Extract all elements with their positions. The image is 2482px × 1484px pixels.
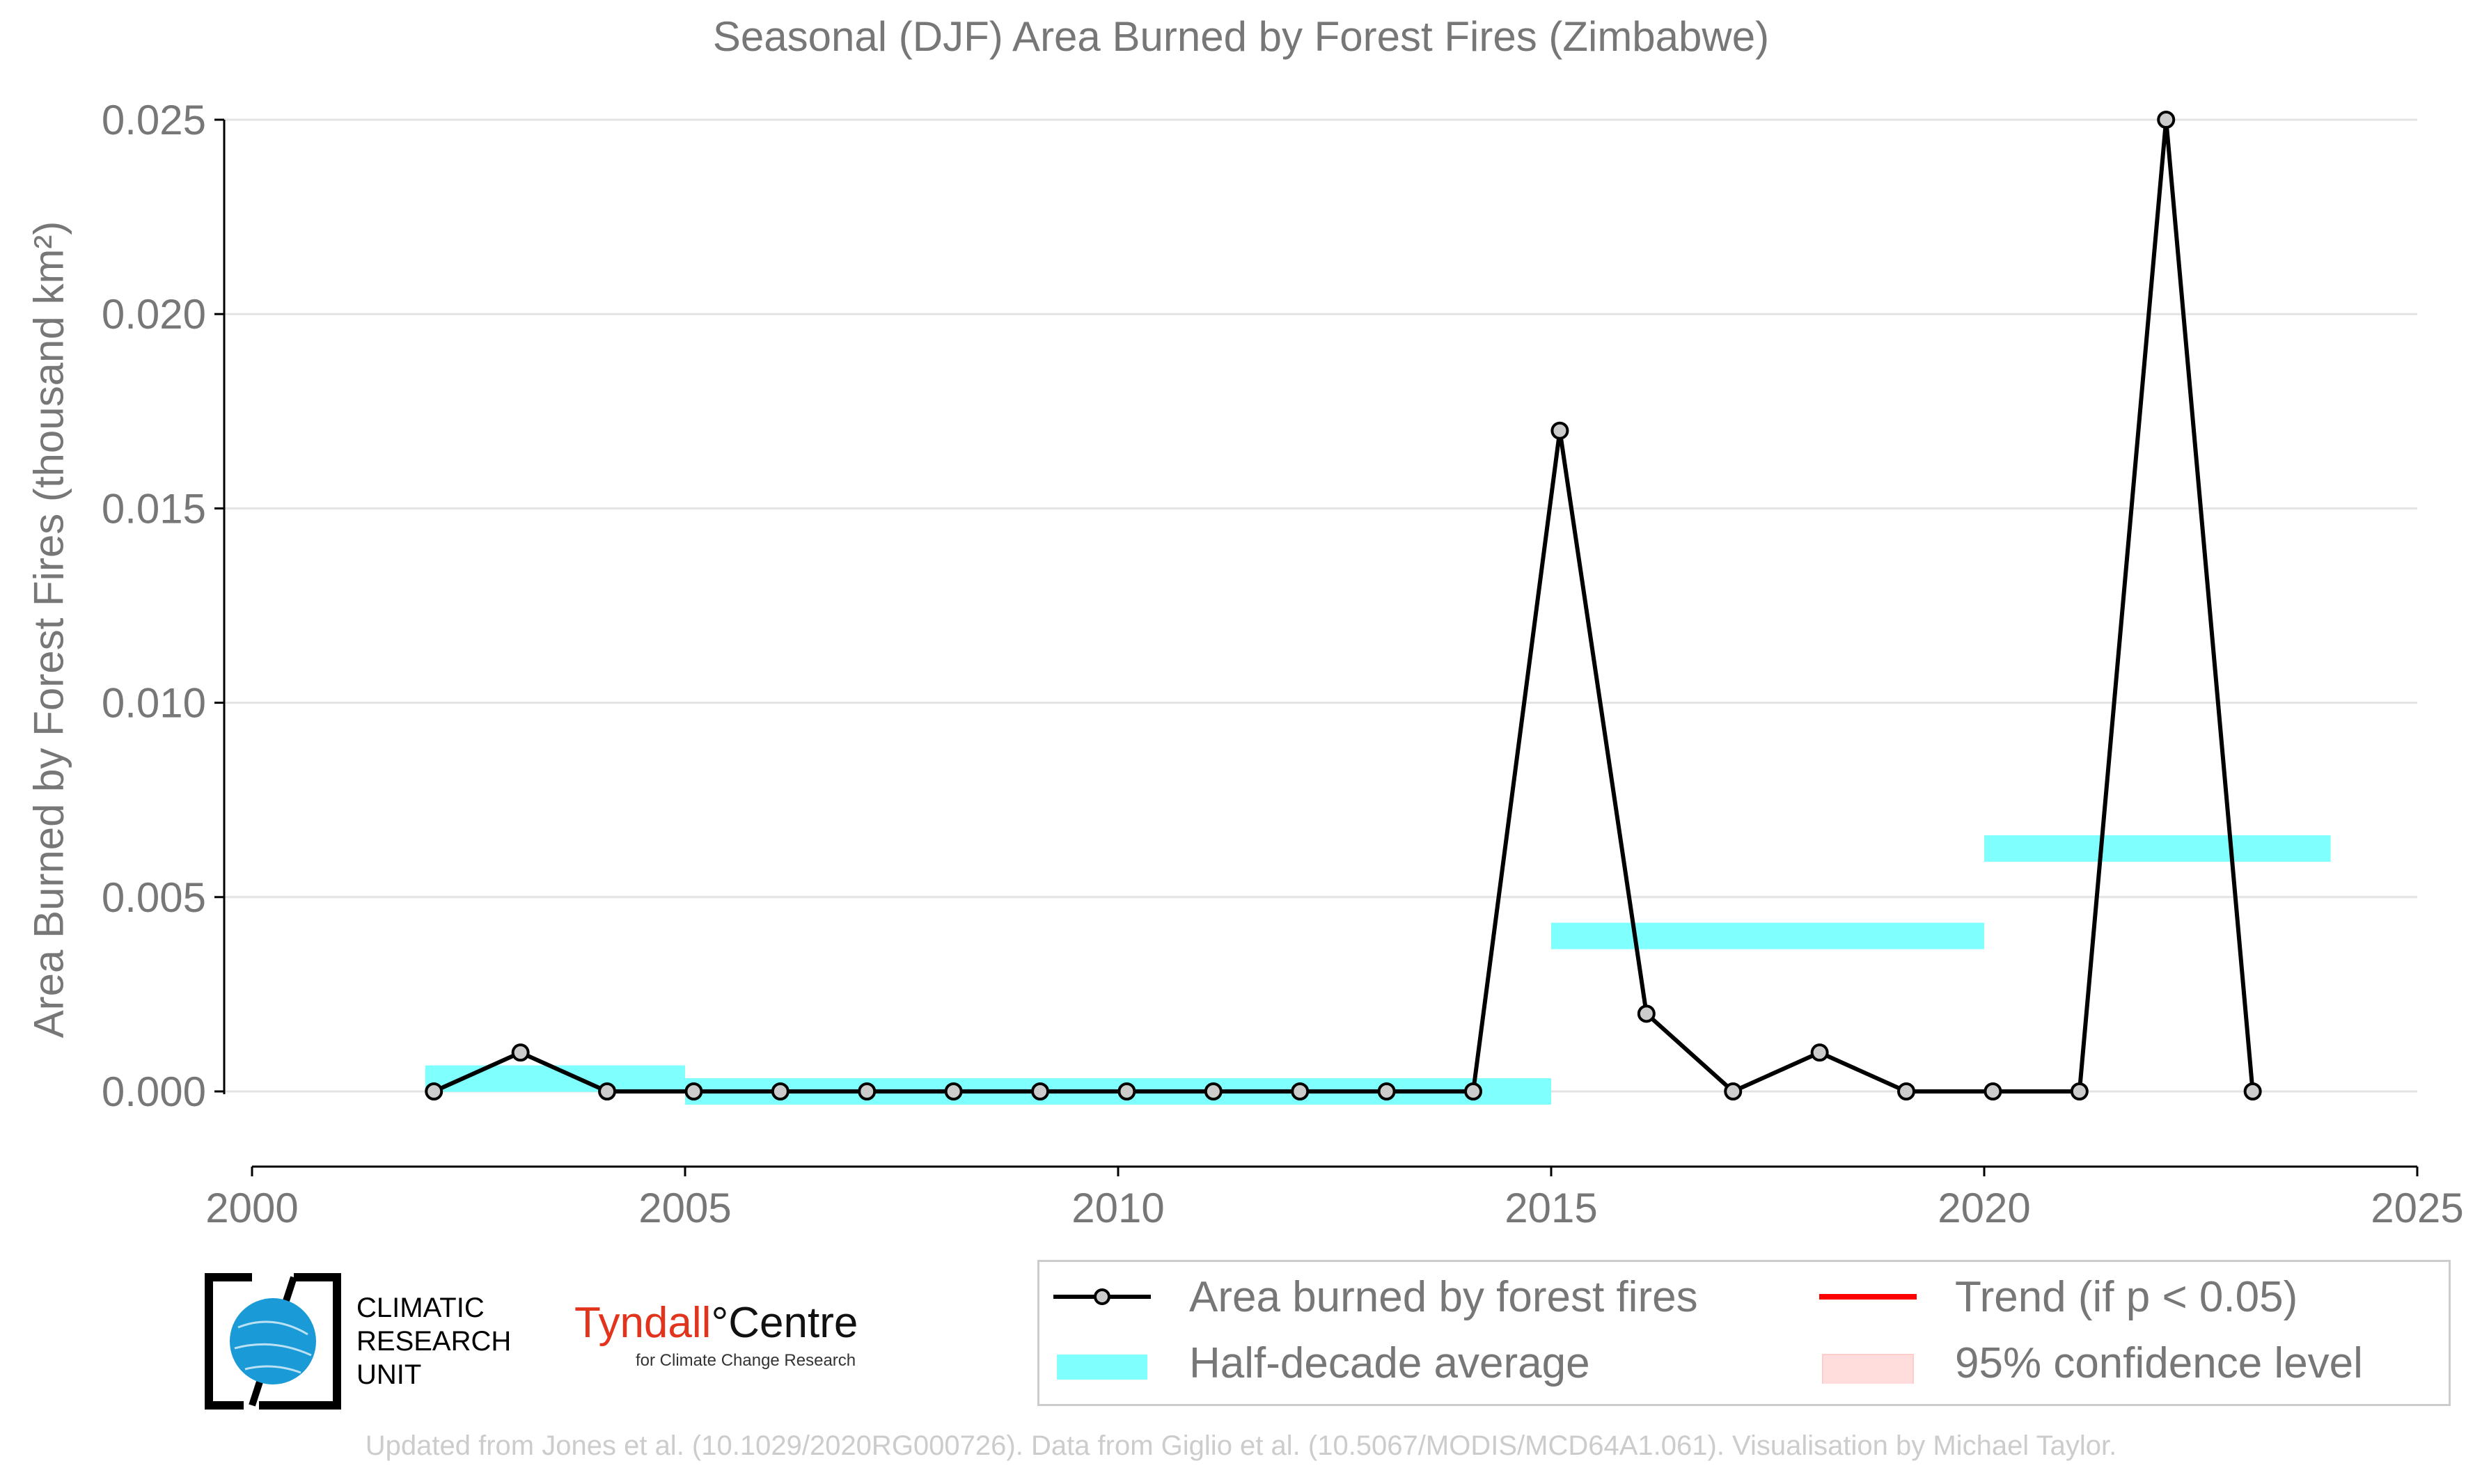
half-decade-band-2 (1551, 922, 1984, 949)
y-tick-label-0: 0.000 (102, 1068, 206, 1115)
legend-label-confidence: 95% confidence level (1955, 1339, 2363, 1387)
data-point-2021 (2070, 1082, 2089, 1100)
tyndall-name: Tyndall (574, 1299, 712, 1347)
cru-globe-icon (205, 1273, 341, 1410)
data-point-2008 (944, 1082, 963, 1100)
data-point-2002 (425, 1082, 443, 1100)
data-point-2020 (1984, 1082, 2002, 1100)
legend-band-symbol (1057, 1355, 1147, 1380)
cru-line-1: CLIMATIC (356, 1293, 485, 1323)
cru-line-3: UNIT (356, 1359, 422, 1390)
axes (214, 118, 2419, 1176)
legend-line-marker-symbol (1053, 1288, 1151, 1305)
tick-labels: 0.000 0.005 0.010 0.015 0.020 0.025 2000 2005 20… (102, 97, 2464, 1231)
tyndall-degree: ° (711, 1299, 729, 1347)
data-point-2011 (1204, 1082, 1223, 1100)
cru-line-2: RESEARCH (356, 1326, 512, 1357)
x-tick-label-5: 2025 (2371, 1185, 2463, 1231)
data-point-2010 (1117, 1082, 1136, 1100)
tyndall-centre: Centre (728, 1299, 858, 1347)
y-tick-label-1: 0.005 (102, 874, 206, 921)
x-tick-label-3: 2015 (1505, 1185, 1597, 1231)
data-point-2015 (1550, 421, 1569, 440)
cru-logo-text: CLIMATIC RESEARCH UNIT (356, 1291, 511, 1391)
legend-trend-symbol (1819, 1294, 1917, 1300)
data-point-2006 (771, 1082, 790, 1100)
data-point-2019 (1897, 1082, 1916, 1100)
data-point-2004 (598, 1082, 617, 1100)
y-tick-label-2: 0.010 (102, 680, 206, 727)
legend: Area burned by forest fires Trend (if p … (1037, 1260, 2451, 1406)
legend-label-half-decade: Half-decade average (1189, 1339, 1590, 1387)
half-decade-band-3 (1984, 835, 2331, 862)
x-tick-label-0: 2000 (205, 1185, 298, 1231)
data-point-2014 (1464, 1082, 1483, 1100)
series-area-burned (425, 111, 2262, 1100)
data-point-2005 (684, 1082, 703, 1100)
y-axis-label: Area Burned by Forest Fires (thousand km… (25, 221, 72, 1039)
series-line-0 (433, 118, 2255, 1094)
legend-confidence-symbol (1822, 1354, 1914, 1384)
footer-credit: Updated from Jones et al. (10.1029/2020R… (365, 1430, 2117, 1461)
data-point-2003 (511, 1043, 530, 1062)
data-point-2023 (2243, 1082, 2262, 1100)
legend-label-trend: Trend (if p < 0.05) (1955, 1273, 2298, 1321)
data-point-2017 (1724, 1082, 1743, 1100)
chart-title: Seasonal (DJF) Area Burned by Forest Fir… (712, 13, 1770, 60)
data-point-2022 (2157, 111, 2176, 129)
x-tick-label-1: 2005 (638, 1185, 731, 1231)
data-point-2009 (1031, 1082, 1050, 1100)
half-decade-bands (425, 835, 2331, 1105)
data-point-2007 (858, 1082, 877, 1100)
y-tick-label-4: 0.020 (102, 291, 206, 338)
data-point-2013 (1377, 1082, 1396, 1100)
legend-label-area-burned: Area burned by forest fires (1189, 1273, 1698, 1321)
x-tick-label-2: 2010 (1071, 1185, 1164, 1231)
gridlines (224, 118, 2417, 1093)
data-point-2016 (1637, 1004, 1656, 1023)
cru-logo: CLIMATIC RESEARCH UNIT (203, 1272, 524, 1411)
tyndall-subtitle: for Climate Change Research (636, 1351, 856, 1370)
data-point-2018 (1810, 1043, 1829, 1062)
tyndall-logo: Tyndall°Centre for Climate Change Resear… (574, 1298, 858, 1370)
y-tick-label-5: 0.025 (102, 97, 206, 143)
y-tick-label-3: 0.015 (102, 485, 206, 532)
x-tick-label-4: 2020 (1938, 1185, 2030, 1231)
data-point-2012 (1291, 1082, 1310, 1100)
